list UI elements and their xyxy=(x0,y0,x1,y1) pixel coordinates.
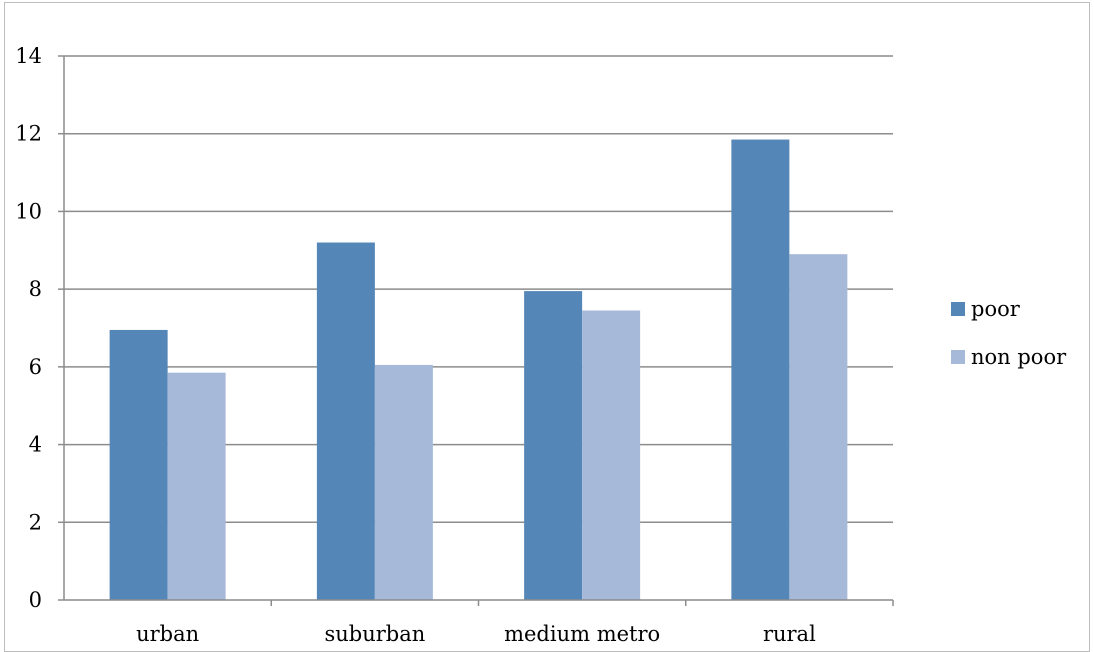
bar-non-poor-suburban xyxy=(374,364,433,600)
legend-swatch-non-poor xyxy=(951,350,965,364)
y-tick-label: 2 xyxy=(29,510,42,534)
bar-poor-urban xyxy=(109,329,168,600)
x-tick-labels: urban suburban medium metro rural xyxy=(136,622,816,644)
bars xyxy=(109,139,848,601)
bar-poor-rural xyxy=(731,139,790,601)
x-tick-label: rural xyxy=(763,622,816,644)
x-tick-label: suburban xyxy=(324,622,425,644)
legend-label-poor: poor xyxy=(971,297,1021,321)
y-tick-label: 8 xyxy=(29,277,42,301)
y-tick-label: 14 xyxy=(15,44,42,68)
bar-non-poor-medium-metro xyxy=(582,310,641,600)
y-tick-label: 4 xyxy=(29,433,42,457)
y-tick-label: 6 xyxy=(29,355,42,379)
bar-poor-suburban xyxy=(316,242,375,600)
y-tick-label: 12 xyxy=(15,122,42,146)
y-tick-label: 10 xyxy=(15,199,42,223)
y-tick-labels: 0 2 4 6 8 10 12 14 xyxy=(15,44,42,612)
x-tick-label: urban xyxy=(136,622,199,644)
bar-poor-medium-metro xyxy=(524,291,583,600)
axes xyxy=(58,55,894,606)
legend-label-non-poor: non poor xyxy=(971,345,1067,369)
legend: poor non poor xyxy=(951,297,1067,369)
bar-non-poor-urban xyxy=(167,372,226,600)
bar-non-poor-rural xyxy=(789,254,848,600)
x-tick-label: medium metro xyxy=(504,622,660,644)
y-tick-label: 0 xyxy=(29,588,42,612)
legend-swatch-poor xyxy=(951,302,965,316)
